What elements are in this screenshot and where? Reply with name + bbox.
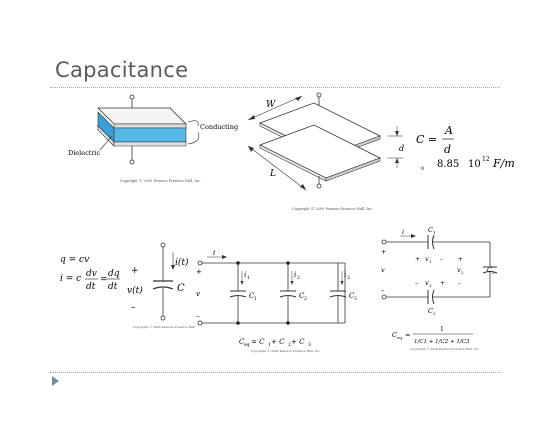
- formula-lhs: C =: [416, 133, 437, 146]
- v2-minus: –: [458, 280, 461, 287]
- w-label: W: [266, 100, 276, 110]
- minus-sign: –: [131, 303, 136, 313]
- l-label: L: [269, 169, 276, 179]
- v1-sub: 1: [429, 259, 432, 264]
- epsilon-value: 8.85: [437, 159, 459, 170]
- c2-subscript: 2: [304, 296, 307, 302]
- current-label: i(t): [175, 257, 189, 268]
- formula-numerator: A: [444, 124, 453, 137]
- capacitor-symbol-figure: i(t) + v(t) – C Copyright © 2000 Pearson…: [127, 242, 195, 329]
- i2-subscript: 2: [297, 275, 300, 281]
- charge-current-formula: q = cv i = c dv dt = dq dt: [60, 255, 120, 292]
- c3-subscript: 3: [354, 296, 357, 302]
- title-divider: [50, 87, 500, 88]
- series-c2-label: C: [487, 266, 492, 274]
- epsilon-unit: F/m: [492, 157, 515, 170]
- series-ceq-num: 1: [440, 326, 444, 333]
- v3-label: v: [425, 279, 429, 287]
- ceq-term-3: + C: [291, 338, 305, 346]
- v1-plus: +: [415, 256, 420, 263]
- series-c2-sub: 2: [492, 270, 495, 275]
- series-c1-sub: 1: [433, 230, 436, 235]
- c3-label: C: [349, 292, 355, 300]
- ceq-term-2: + C: [271, 338, 285, 346]
- slide-title: Capacitance: [55, 58, 189, 82]
- epsilon-subscript: 0: [421, 166, 424, 172]
- parallel-plate-figure: W L d Copyright © 2000 Pearson Prentice …: [247, 92, 404, 211]
- bullet-arrow-icon: [52, 376, 59, 386]
- series-minus: –: [381, 286, 384, 294]
- dielectric-label: Dielectric: [68, 149, 101, 157]
- i3-label: i: [344, 271, 346, 279]
- dt-denominator-1: dt: [86, 282, 96, 292]
- ceq-subscript: eq: [244, 343, 250, 348]
- c2-label: C: [299, 292, 305, 300]
- plate-capacitor-sketch: Conducting Dielectric Copyright © 2000 P…: [68, 94, 238, 183]
- capacitance-formula: C = A d 0 8.85 10 12 F/m: [416, 124, 515, 172]
- series-c3-sub: 3: [433, 311, 436, 316]
- conducting-label: Conducting: [200, 123, 238, 131]
- c1-label: C: [249, 292, 255, 300]
- input-minus: –: [196, 312, 200, 320]
- copyright-1: Copyright © 2000 Pearson Prentice Hall, …: [120, 178, 201, 183]
- i2-label: i: [294, 271, 296, 279]
- epsilon-base: 10: [468, 159, 481, 170]
- input-plus: +: [196, 268, 202, 276]
- series-c3-label: C: [428, 307, 433, 315]
- copyright-3: Copyright © 2000 Pearson Prentice Hall, …: [133, 324, 195, 329]
- ceq-term-1-sub: 1: [268, 342, 271, 348]
- v3-plus: +: [440, 280, 445, 287]
- v2-plus: +: [458, 256, 463, 263]
- series-plus: +: [381, 248, 386, 256]
- series-capacitors-circuit: i C 1 C 2 C 3 + v – + v 1 – + v 2 – – v …: [381, 226, 498, 351]
- frac-equals: =: [100, 275, 108, 285]
- q-equals-cv: q = cv: [60, 255, 89, 265]
- v2-sub: 2: [461, 270, 464, 275]
- copyright-4: Copyright © 2000 Pearson Prentice Hall, …: [251, 348, 321, 353]
- i1-subscript: 1: [247, 275, 250, 281]
- series-ceq-equals: =: [405, 331, 410, 339]
- plus-sign: +: [131, 266, 139, 276]
- dt-denominator-2: dt: [108, 282, 118, 292]
- i3-subscript: 3: [347, 275, 350, 281]
- epsilon-exponent: 12: [482, 156, 490, 163]
- v3-sub: 3: [429, 283, 432, 288]
- series-ceq-den: 1/C1 + 1/C2 + 1/C3: [414, 339, 470, 345]
- voltage-label: v(t): [127, 285, 143, 296]
- series-ceq-sub: eq: [397, 335, 402, 340]
- c1-subscript: 1: [254, 296, 257, 302]
- v2-label: v: [457, 266, 461, 274]
- v1-minus: –: [440, 256, 443, 263]
- series-c1-label: C: [428, 226, 433, 234]
- v3-minus: –: [415, 280, 418, 287]
- cap-c-label: C: [177, 283, 185, 294]
- dq-numerator: dq: [108, 269, 120, 279]
- ceq-term-2-sub: 2: [288, 342, 291, 348]
- ceq-label: C: [239, 338, 245, 346]
- copyright-5: Copyright © 2000 Pearson Prentice Hall, …: [410, 346, 480, 351]
- v1-label: v: [425, 255, 429, 263]
- ceq-term-1: = C: [251, 338, 265, 346]
- series-voltage: v: [381, 266, 385, 274]
- d-dimension-label: d: [399, 144, 404, 153]
- i-equals-c: i = c: [60, 274, 81, 284]
- copyright-2: Copyright © 2000 Pearson Prentice Hall, …: [292, 206, 373, 211]
- input-current-label: i: [213, 249, 215, 257]
- ceq-term-3-sub: 3: [308, 342, 311, 348]
- dv-numerator: dv: [86, 269, 97, 279]
- footer-divider: [50, 372, 500, 373]
- i1-label: i: [244, 271, 246, 279]
- parallel-capacitors-circuit: i + v – i 1 C 1 i 2 C 2 i 3 C 3 C eq = C…: [196, 249, 357, 353]
- series-ceq-label: C: [392, 331, 397, 339]
- series-current-label: i: [402, 228, 404, 236]
- formula-denominator: d: [444, 143, 451, 156]
- input-voltage: v: [196, 290, 200, 298]
